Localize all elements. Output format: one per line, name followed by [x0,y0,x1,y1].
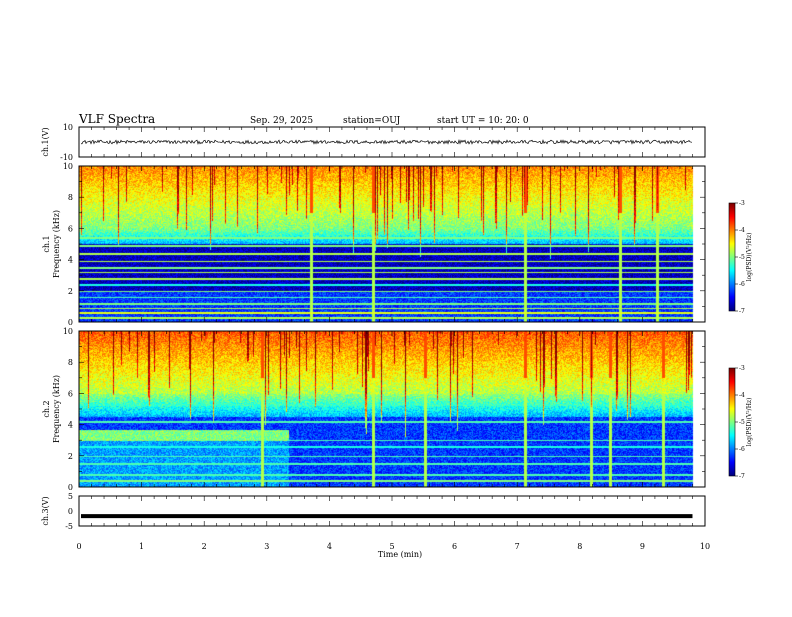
ch2-channel-label: ch.2 [42,400,51,417]
ch2-spectrogram-ticks [78,331,706,487]
colorbar-tick-label: -7 [739,308,745,315]
ch3-ytick-bottom: -5 [65,522,73,531]
ch3-waveform-ticks [78,496,706,526]
time-axis-label: Time (min) [378,550,422,559]
time-axis-ticklabels: 0 1 2 3 4 5 6 7 8 9 10 [76,542,710,551]
ch2-spectrogram-yticks: 0 2 4 6 8 10 [63,327,705,492]
ch2-colorbar [729,368,735,476]
time-tick-label: 4 [327,542,332,551]
freq-tick-label: 2 [68,287,73,296]
freq-tick-label: 0 [68,318,73,327]
colorbar-tick-label: -6 [739,281,745,288]
freq-tick-label: 2 [68,452,73,461]
colorbar-tick-label: -5 [739,254,745,261]
time-tick-label: 1 [139,542,144,551]
ch1-colorbar-label: log(PSD)(V²/Hz) [746,233,753,282]
time-tick-label: 3 [264,542,269,551]
ch1-spectrogram-heatmap [79,166,705,322]
colorbar-tick-label: -3 [739,365,745,372]
colorbar-tick-label: -7 [739,473,745,480]
ch1-spectrogram-ticks [78,166,706,322]
ch3-ytick-top: 5 [68,492,73,501]
ch3-waveform-ylabel: ch.3(V) [41,496,50,525]
ch2-colorbar-ticks: -3 -4 -5 -6 -7 [735,365,745,480]
ch2-frequency-ylabel: Frequency (kHz) [52,375,61,443]
figure-title: VLF Spectra [78,112,155,126]
freq-tick-label: 6 [68,389,73,398]
time-tick-label: 2 [202,542,207,551]
ch3-ytick-mid: 0 [68,507,73,516]
freq-tick-label: 10 [63,162,73,171]
ch3-waveform-panel: 5 0 -5 ch.3(V) [41,492,706,531]
freq-tick-label: 6 [68,224,73,233]
ch1-channel-label: ch.1 [42,235,51,252]
ch2-spectrogram-heatmap [79,331,705,487]
time-tick-label: 10 [700,542,710,551]
ch1-ytick-top: 10 [63,123,73,132]
freq-tick-label: 10 [63,327,73,336]
ch1-waveform-panel: 10 -10 ch.1(V) [41,123,706,162]
ch1-waveform-trace [80,139,693,145]
ch2-colorbar-label: log(PSD)(V²/Hz) [746,398,753,447]
ch1-ytick-bottom: -10 [60,153,73,162]
ch1-colorbar [729,203,735,311]
time-tick-label: 6 [452,542,457,551]
time-tick-label: 8 [577,542,582,551]
time-tick-label: 7 [515,542,520,551]
date-label: Sep. 29, 2025 [250,116,313,126]
time-tick-label: 0 [76,542,81,551]
time-tick-label: 5 [389,542,394,551]
colorbar-tick-label: -6 [739,446,745,453]
colorbar-tick-label: -5 [739,419,745,426]
freq-tick-label: 8 [68,193,73,202]
ch1-frequency-ylabel: Frequency (kHz) [52,210,61,278]
ch1-waveform-ticks [78,127,706,157]
freq-tick-label: 4 [68,256,73,265]
freq-tick-label: 0 [68,483,73,492]
freq-tick-label: 4 [68,421,73,430]
ch1-waveform-ylabel: ch.1(V) [41,127,50,156]
start-time-label: start UT = 10: 20: 0 [437,116,529,126]
ch1-spectrogram-yticks: 0 2 4 6 8 10 [63,162,705,327]
ch1-colorbar-ticks: -3 -4 -5 -6 -7 [735,200,745,315]
colorbar-tick-label: -3 [739,200,745,207]
colorbar-tick-label: -4 [739,227,745,234]
time-tick-label: 9 [640,542,645,551]
freq-tick-label: 8 [68,358,73,367]
station-label: station=OUJ [343,116,401,126]
colorbar-tick-label: -4 [739,392,745,399]
